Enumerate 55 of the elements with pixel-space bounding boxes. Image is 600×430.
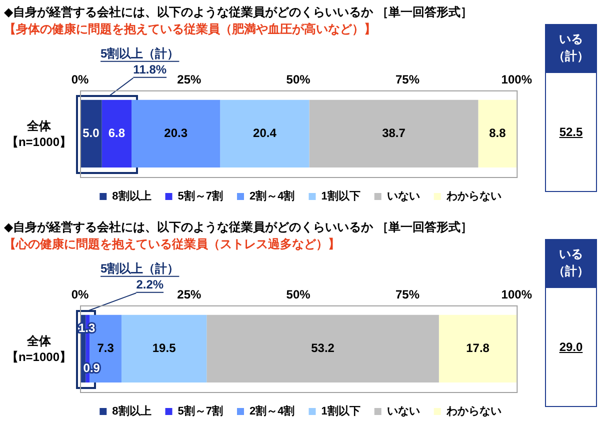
data-label: 8.8	[489, 126, 506, 140]
bar	[438, 314, 517, 382]
text: 5割以上（計）	[100, 46, 180, 61]
legend-label: 8割以上	[112, 190, 152, 203]
x-tick-label: 0%	[71, 288, 89, 302]
legend-label: わからない	[445, 406, 502, 418]
bar	[102, 100, 132, 168]
text: 29.0	[558, 339, 584, 356]
legend-label: 8割以上	[112, 404, 152, 418]
data-label: 20.4	[253, 126, 277, 140]
text: 5割以上（計）	[100, 262, 180, 276]
data-label: 17.8	[466, 341, 490, 356]
bar	[80, 100, 102, 168]
x-tick-label: 50%	[286, 72, 311, 87]
bar	[478, 100, 517, 168]
chart-subtitle: 【心の健康に問題を抱えている従業員（ストレス過多など）】	[4, 237, 340, 251]
x-tick-label: 100%	[501, 72, 532, 87]
legend-label: 5割～7割	[178, 404, 224, 418]
bar	[206, 314, 439, 382]
bar	[121, 314, 207, 382]
text: 2.2%	[136, 278, 164, 292]
data-label: 6.8	[108, 126, 126, 140]
x-tick-label: 25%	[177, 72, 202, 87]
legend-label: 1割以下	[321, 190, 360, 203]
x-tick-label: 75%	[395, 72, 420, 87]
data-label: 19.5	[152, 341, 176, 356]
text: いる（計）	[546, 25, 596, 73]
text: 52.5	[558, 124, 584, 141]
y-tick-label: 全体【n=1000】	[5, 332, 73, 365]
legend-label: いない	[386, 406, 420, 418]
x-tick-label: 25%	[177, 288, 202, 302]
data-label: 53.2	[311, 341, 335, 356]
data-label: 38.7	[382, 126, 406, 140]
bar	[309, 100, 478, 168]
x-tick-label: 75%	[395, 288, 420, 302]
data-label: 20.3	[164, 126, 188, 140]
bar	[132, 100, 220, 168]
x-tick-label: 0%	[71, 72, 89, 87]
y-tick-label: 全体【n=1000】	[5, 118, 73, 150]
text: いる（計）	[546, 240, 596, 288]
x-tick-label: 50%	[286, 288, 311, 302]
chart-title: ◆自身が経営する会社には、以下のような従業員がどのくらいいるか ［単一回答形式］	[3, 219, 474, 236]
data-label: 5.0	[82, 126, 100, 140]
legend-label: 2割～4割	[250, 404, 295, 418]
data-label: 7.3	[97, 341, 114, 356]
legend-label: 5割～7割	[178, 190, 224, 203]
x-tick-label: 100%	[501, 288, 532, 302]
bar	[220, 100, 310, 168]
text: 11.8%	[133, 62, 167, 77]
legend-label: いない	[386, 190, 420, 203]
legend-label: わからない	[445, 190, 502, 203]
chart-subtitle: 【身体の健康に問題を抱えている従業員（肥満や血圧が高いなど）】	[4, 22, 376, 36]
chart-title: ◆自身が経営する会社には、以下のような従業員がどのくらいいるか ［単一回答形式］	[3, 4, 474, 21]
legend-label: 1割以下	[321, 404, 360, 418]
legend-label: 2割～4割	[250, 190, 295, 203]
